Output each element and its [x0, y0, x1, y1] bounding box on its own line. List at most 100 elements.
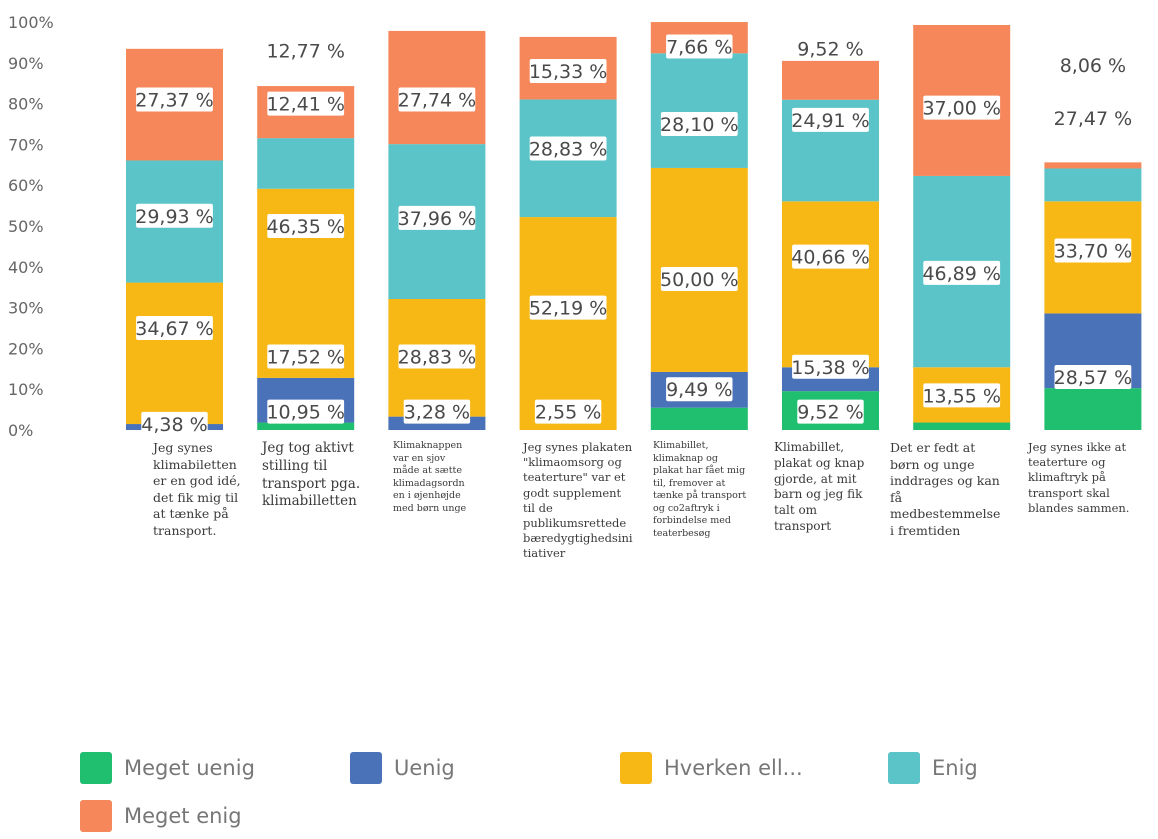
- data-label-bg: [529, 295, 607, 320]
- data-label: 15,33 %: [529, 61, 608, 83]
- category-label-line: til de: [523, 500, 553, 515]
- category-label: Klimaknappen var en sjov måde at sætte klim…: [393, 440, 466, 515]
- category-label-line: måde at sætte: [393, 465, 462, 477]
- data-label: 7,66 %: [666, 36, 732, 58]
- data-label: 28,83 %: [398, 347, 477, 369]
- bar-segment-meget-enig: [782, 60, 879, 100]
- data-label: 27,74 %: [398, 90, 477, 112]
- category-label: Det er fedt at børn og unge inddrages og k…: [890, 440, 1000, 539]
- data-label-bg: [660, 112, 738, 136]
- category-label-line: få: [890, 489, 903, 505]
- category-label-line: teaterbesøg: [653, 527, 711, 539]
- data-label: 28,10 %: [660, 114, 739, 136]
- y-tick-label: 90%: [8, 54, 44, 73]
- category-label-line: bæredygtighedsini: [523, 531, 633, 546]
- legend-item: Hverken ell...: [620, 752, 803, 784]
- data-label: 17,52 %: [266, 347, 345, 369]
- y-tick-label: 20%: [8, 339, 44, 358]
- y-tick-label: 30%: [8, 299, 44, 318]
- category-label-line: transport pga.: [262, 475, 361, 492]
- y-tick-label: 50%: [8, 217, 44, 236]
- data-label-bg: [136, 316, 213, 340]
- category-label-line: Klimaknappen: [393, 440, 463, 451]
- category-label-line: Jeg synes ikke at: [1028, 440, 1127, 454]
- data-label-bg: [267, 214, 345, 238]
- data-label-bg: [136, 203, 213, 228]
- data-label: 4,38 %: [141, 414, 207, 436]
- category-label-line: Jeg tog aktivt: [262, 440, 354, 456]
- data-label-bg: [267, 91, 345, 116]
- data-label: 3,28 %: [404, 402, 470, 424]
- data-label-bg: [267, 399, 345, 424]
- bar-segment-enig: [1044, 168, 1142, 202]
- data-label: 28,83 %: [529, 138, 608, 160]
- data-label: 12,41 %: [266, 94, 345, 116]
- data-label: 2,55 %: [535, 402, 601, 424]
- category-label-line: teaterture og: [1028, 455, 1106, 470]
- data-label-bg: [792, 244, 869, 269]
- category-label-line: barn og jeg fik: [774, 487, 863, 502]
- category-label-line: blandes sammen.: [1028, 500, 1130, 515]
- data-label: 40,66 %: [791, 247, 870, 269]
- category-label-line: transport: [774, 519, 832, 534]
- data-label-bg: [267, 38, 345, 63]
- data-label: 10,95 %: [266, 402, 345, 424]
- y-tick-label: 80%: [8, 95, 44, 114]
- legend-swatch: [80, 752, 112, 784]
- data-label: 34,67 %: [135, 318, 214, 340]
- category-label-line: var en sjov: [393, 452, 446, 464]
- category-label-line: Jeg synes plakaten: [523, 440, 633, 454]
- data-label-bg: [660, 267, 738, 292]
- data-label-bg: [398, 205, 476, 230]
- category-label-line: forbindelse med: [653, 515, 731, 527]
- legend-label: Enig: [932, 756, 978, 780]
- category-label-line: "klimaomsorg og: [523, 455, 622, 470]
- category-label-line: godt supplement: [523, 485, 622, 500]
- category-label-line: klimaftryk på: [1028, 470, 1106, 485]
- bar-segment-hverken-ell: [782, 201, 879, 368]
- category-label-line: transport.: [153, 522, 217, 538]
- category-label-line: klimabilletten: [262, 493, 357, 510]
- data-label-bg: [529, 136, 607, 161]
- bar-segment-meget-enig: [1044, 162, 1142, 169]
- legend-label: Meget uenig: [124, 756, 255, 780]
- data-label-bg: [529, 58, 607, 83]
- data-label: 15,38 %: [791, 357, 870, 379]
- category-label-line: tiativer: [523, 546, 566, 561]
- data-label: 37,00 %: [922, 98, 1001, 120]
- data-label: 12,77 %: [266, 41, 345, 63]
- legend-item: Meget enig: [80, 800, 242, 832]
- bar-segment-enig: [257, 138, 355, 189]
- data-label-bg: [267, 344, 345, 369]
- y-tick-label: 40%: [8, 258, 44, 277]
- category-label-line: klimaknap og: [653, 452, 718, 464]
- data-label-bg: [403, 399, 471, 424]
- data-label: 9,52 %: [797, 39, 863, 61]
- data-label-bg: [797, 399, 864, 424]
- category-label-line: og co2aftryk i: [653, 502, 720, 514]
- data-label-bg: [923, 95, 1001, 120]
- legend-item: Enig: [888, 752, 978, 784]
- data-label-bg: [797, 36, 864, 61]
- bar-segment-hverken-ell: [519, 217, 617, 430]
- category-label-line: er en god idé,: [153, 473, 241, 488]
- category-label-line: gjorde, at mit: [774, 471, 857, 486]
- category-label-line: inddrages og kan: [890, 473, 1000, 488]
- legend-item: Uenig: [350, 752, 455, 784]
- data-label: 50,00 %: [660, 269, 739, 291]
- y-axis: 0% 10% 20% 30% 40% 50% 60% 70% 80% 90% 100%: [8, 13, 54, 440]
- data-label-bg: [666, 34, 733, 59]
- data-label: 9,52 %: [797, 402, 863, 424]
- category-label-line: Det er fedt at: [890, 440, 976, 455]
- bar-segment-meget-uenig: [913, 422, 1011, 430]
- data-label: 24,91 %: [791, 110, 870, 132]
- data-label: 46,35 %: [266, 216, 345, 238]
- category-label-line: klimabiletten: [153, 456, 237, 472]
- data-label-bg: [534, 399, 602, 424]
- category-label-line: at tænke på: [153, 506, 229, 521]
- category-label-line: publikumsrettede: [523, 515, 627, 530]
- category-label-line: i fremtiden: [890, 522, 961, 538]
- category-label-line: plakat og knap: [774, 455, 865, 470]
- bar-segment-meget-uenig: [650, 407, 748, 430]
